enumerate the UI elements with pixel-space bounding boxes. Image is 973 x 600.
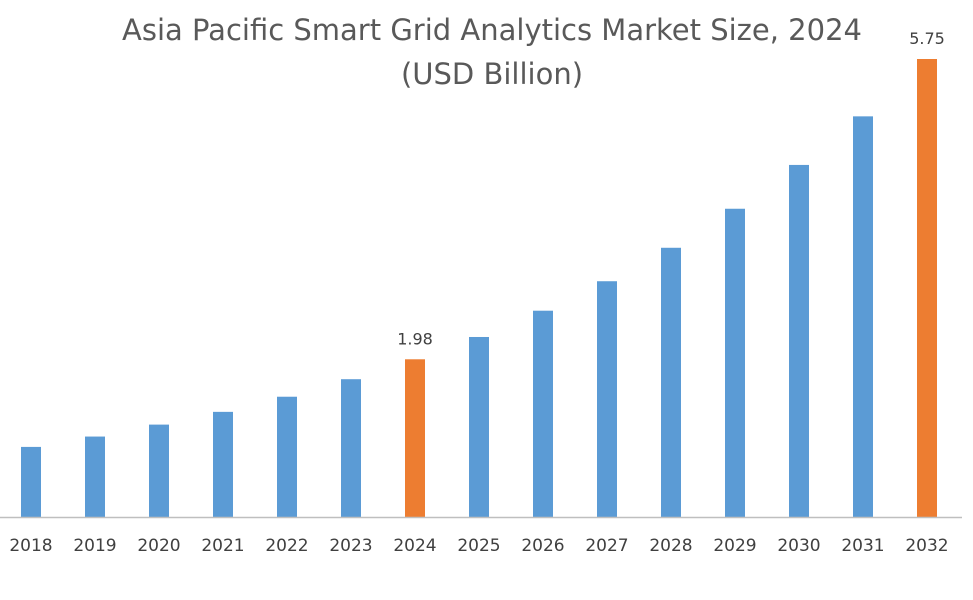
bar-2030 bbox=[789, 164, 809, 518]
bar-2031 bbox=[853, 116, 873, 518]
data-label-2032: 5.75 bbox=[909, 29, 945, 48]
bar-2024 bbox=[405, 359, 425, 517]
data-label-2024: 1.98 bbox=[397, 329, 433, 348]
bar-2029 bbox=[725, 208, 745, 517]
x-tick-label: 2021 bbox=[201, 536, 244, 556]
bar-2022 bbox=[277, 396, 297, 517]
chart-title-line1: Asia Pacific Smart Grid Analytics Market… bbox=[122, 13, 862, 47]
x-tick-label: 2029 bbox=[713, 536, 756, 556]
x-tick-label: 2030 bbox=[777, 536, 820, 556]
bar-2032 bbox=[917, 59, 937, 517]
bar-2026 bbox=[533, 310, 553, 517]
bar-2020 bbox=[149, 424, 169, 517]
x-tick-label: 2019 bbox=[73, 536, 116, 556]
chart-title-line2: (USD Billion) bbox=[401, 57, 583, 91]
x-tick-label: 2028 bbox=[649, 536, 692, 556]
x-tick-label: 2018 bbox=[9, 536, 52, 556]
x-tick-label: 2025 bbox=[457, 536, 500, 556]
x-tick-label: 2026 bbox=[521, 536, 564, 556]
x-tick-label: 2024 bbox=[393, 536, 436, 556]
x-tick-label: 2023 bbox=[329, 536, 372, 556]
x-tick-label: 2027 bbox=[585, 536, 628, 556]
bar-2021 bbox=[213, 411, 233, 517]
x-tick-label: 2020 bbox=[137, 536, 180, 556]
bar-2028 bbox=[661, 247, 681, 518]
x-tick-label: 2032 bbox=[905, 536, 948, 556]
bar-2025 bbox=[469, 336, 489, 517]
bar-2027 bbox=[597, 281, 617, 517]
x-tick-label: 2031 bbox=[841, 536, 884, 556]
x-tick-label: 2022 bbox=[265, 536, 308, 556]
bar-2019 bbox=[85, 436, 105, 517]
bar-2018 bbox=[21, 446, 41, 517]
bar-2023 bbox=[341, 379, 361, 517]
